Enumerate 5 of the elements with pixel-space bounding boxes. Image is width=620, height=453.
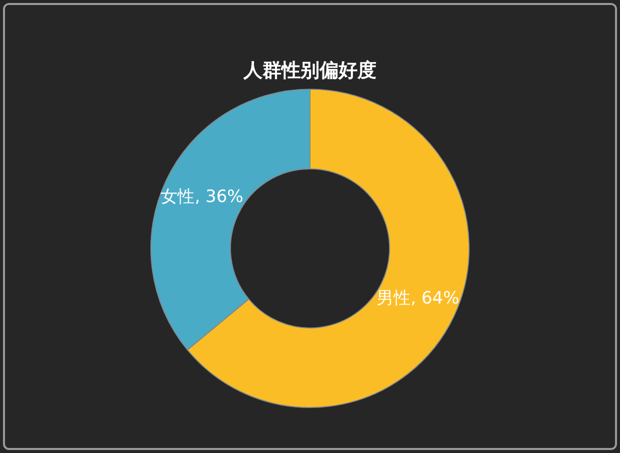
data-label: , 36% (194, 187, 244, 208)
slice-label: 男性 (376, 288, 411, 309)
slice-label: 女性 (160, 187, 195, 208)
data-label: , 64% (410, 288, 460, 309)
chart-title: 人群性别偏好度 (242, 59, 376, 82)
